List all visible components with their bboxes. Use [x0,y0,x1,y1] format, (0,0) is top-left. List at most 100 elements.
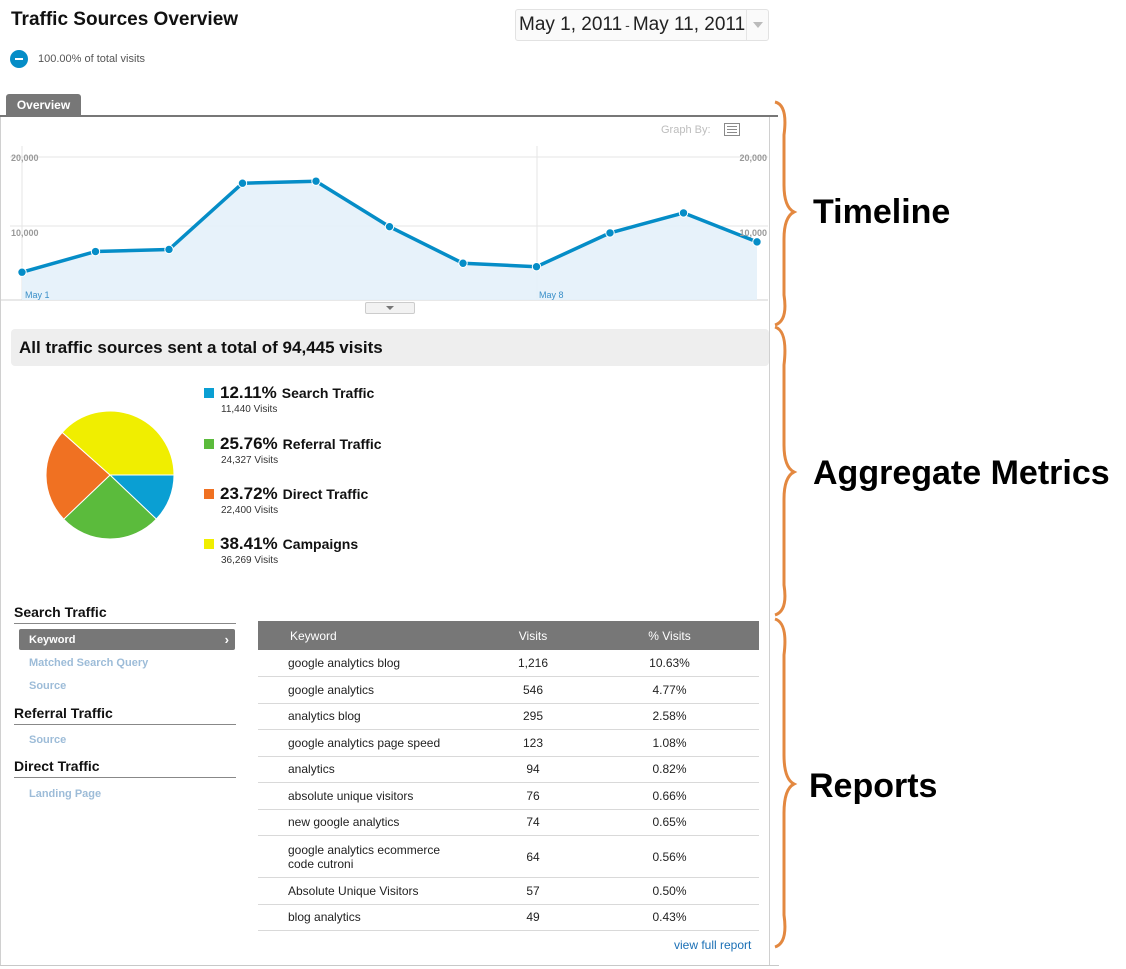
table-row[interactable]: new google analytics 74 0.65% [258,809,759,836]
brace-reports [774,617,798,949]
legend-campaigns[interactable]: 38.41% Campaigns 36,269 Visits [204,534,444,566]
data-point-may-2[interactable] [90,246,101,257]
segment-minus-icon[interactable] [10,50,28,68]
brace-aggregate [774,325,798,617]
graph-options-icon[interactable] [723,123,740,136]
page-title: Traffic Sources Overview [11,9,239,30]
panel-border-left [0,117,1,966]
y-tick-right-10000: 10,000 [739,228,767,238]
annotation-aggregate-metrics: Aggregate Metrics [813,454,1110,492]
graph-by-label: Graph By: [661,123,711,136]
legend-visits: 36,269 Visits [221,555,279,566]
data-point-may-7[interactable] [458,258,468,268]
legend-pct: 12.11% [220,383,277,402]
data-point-may-8[interactable] [531,262,542,272]
legend-swatch-campaigns [204,539,214,549]
data-point-may-6[interactable] [384,221,395,232]
pct-cell: 4.77% [580,676,759,704]
pie-slice-direct-traffic[interactable] [45,431,111,520]
visits-share: 100.00% of total visits [10,50,145,68]
table-row[interactable]: google analytics ecommerce code cutroni … [258,835,759,878]
visits-cell: 1,216 [486,650,580,677]
nav-header-referral: Referral Traffic [14,705,236,725]
keyword-cell: analytics blog [258,703,486,730]
keyword-cell: absolute unique visitors [258,782,486,810]
table-row[interactable]: analytics blog 295 2.58% [258,703,759,730]
nav-header-search: Search Traffic [14,604,236,624]
legend-name: Referral Traffic [282,436,382,452]
data-point-may-10[interactable] [678,208,689,218]
legend-swatch-search [204,388,214,398]
legend-swatch-direct [204,489,214,499]
legend-search[interactable]: 12.11% Search Traffic 11,440 Visits [204,383,444,415]
column-header-pct-visits[interactable]: % Visits [580,621,759,650]
pct-cell: 0.65% [580,809,759,836]
table-row[interactable]: google analytics 546 4.77% [258,676,759,704]
chevron-down-icon[interactable] [746,10,768,40]
data-point-may-11[interactable] [752,237,762,247]
pct-cell: 0.66% [580,782,759,810]
tab-divider [0,115,778,117]
table-row[interactable]: blog analytics 49 0.43% [258,904,759,931]
panel-border-bottom [0,965,779,966]
chart-expand-handle[interactable] [365,302,415,314]
x-tick-may-1: May 1 [25,290,50,300]
legend-pct: 38.41% [220,534,278,553]
visits-cell: 76 [486,782,580,810]
y-tick-left-20000: 20,000 [11,153,39,163]
visits-share-text: 100.00% of total visits [38,53,146,65]
y-tick-left-10000: 10,000 [11,228,39,238]
data-point-may-3[interactable] [164,244,174,255]
y-tick-right-20000: 20,000 [739,153,767,163]
nav-item-matched-search-query[interactable]: Matched Search Query [29,657,149,669]
table-row[interactable]: google analytics blog 1,216 10.63% [258,650,759,677]
nav-header-direct: Direct Traffic [14,758,236,778]
table-row[interactable]: absolute unique visitors 76 0.66% [258,782,759,810]
annotation-reports: Reports [809,767,938,805]
date-range-picker[interactable]: May 1, 2011 - May 11, 2011 [515,9,769,41]
keyword-cell: google analytics page speed [258,729,486,757]
table-row[interactable]: analytics 94 0.82% [258,756,759,783]
legend-visits: 24,327 Visits [221,455,279,466]
pie-slice-campaigns[interactable] [61,410,175,476]
pct-cell: 0.50% [580,877,759,905]
data-point-may-5[interactable] [311,176,321,186]
nav-item-label: Keyword [29,633,76,646]
pie-slice-referral-traffic[interactable] [63,474,158,540]
table-row[interactable]: google analytics page speed 123 1.08% [258,729,759,757]
graph-by: Graph By: [661,123,740,136]
nav-item-landing-page[interactable]: Landing Page [29,788,102,800]
keyword-cell: google analytics ecommerce code cutroni [258,835,486,878]
column-header-keyword[interactable]: Keyword [258,621,486,650]
pct-cell: 1.08% [580,729,759,757]
visits-cell: 546 [486,676,580,704]
visits-cell: 64 [486,835,580,878]
column-header-visits[interactable]: Visits [486,621,580,650]
data-point-may-9[interactable] [605,228,615,238]
view-full-report-link[interactable]: view full report [674,938,752,952]
data-point-may-1[interactable] [17,267,27,277]
timeline-chart: 20,000 10,000 20,000 10,000 May 1 May 8 [0,146,768,301]
data-point-may-4[interactable] [237,178,248,188]
annotation-braces [774,100,798,949]
keyword-cell: google analytics [258,676,486,704]
date-separator: - [625,17,630,33]
legend-name: Direct Traffic [282,486,369,502]
table-row[interactable]: Absolute Unique Visitors 57 0.50% [258,877,759,905]
keyword-cell: blog analytics [258,904,486,931]
nav-item-search-source[interactable]: Source [29,680,67,692]
legend-visits: 22,400 Visits [221,505,279,516]
date-end: May 11, 2011 [632,14,746,35]
visits-cell: 295 [486,703,580,730]
legend-referral[interactable]: 25.76% Referral Traffic 24,327 Visits [204,434,444,466]
legend-pct: 23.72% [220,484,278,503]
legend-direct[interactable]: 23.72% Direct Traffic 22,400 Visits [204,484,444,516]
visits-cell: 94 [486,756,580,783]
pct-cell: 10.63% [580,650,759,677]
nav-item-keyword[interactable]: Keyword › [19,629,235,650]
tab-overview[interactable]: Overview [6,94,81,116]
brace-timeline [774,100,798,327]
nav-item-referral-source[interactable]: Source [29,734,67,746]
keyword-table: Keyword Visits % Visits google analytics… [258,621,759,931]
summary-total: All traffic sources sent a total of 94,4… [11,329,769,366]
